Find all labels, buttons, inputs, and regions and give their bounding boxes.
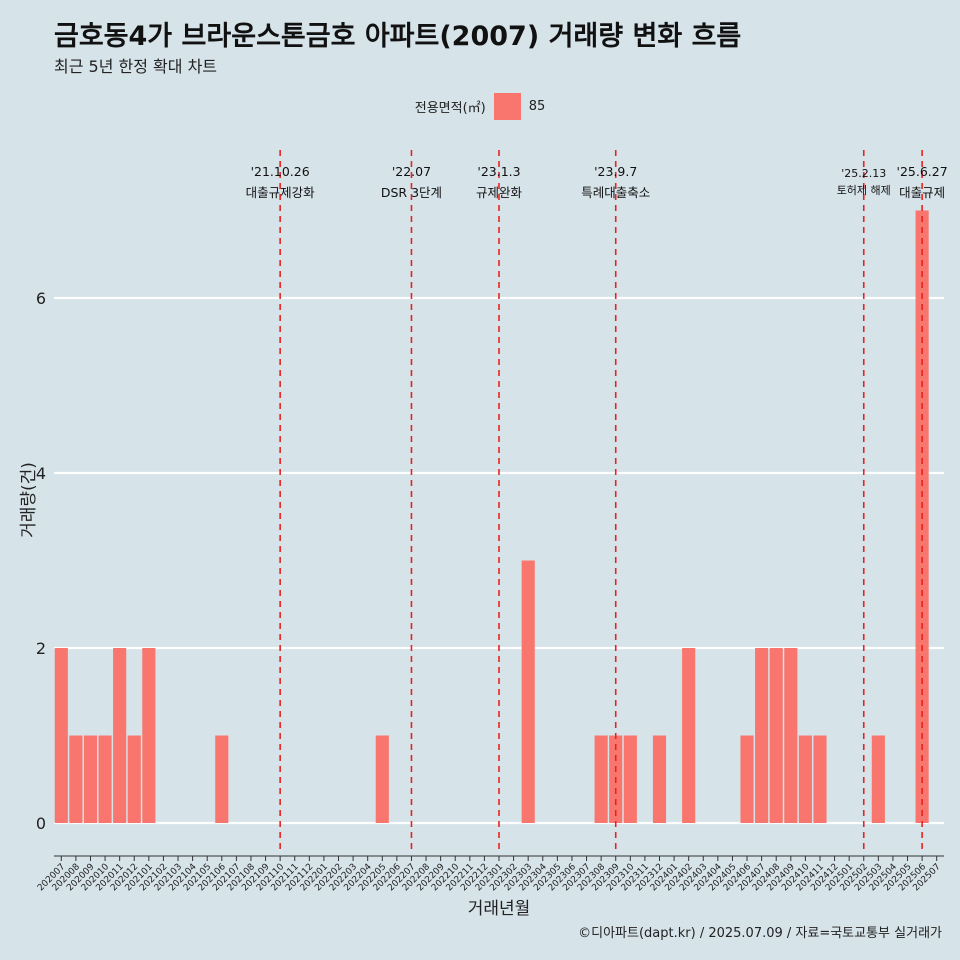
legend-swatch	[493, 93, 521, 120]
y-tick-label: 2	[36, 639, 46, 658]
bar	[755, 648, 769, 823]
bar	[594, 735, 608, 823]
y-tick-label: 4	[36, 464, 46, 483]
event-label: 대출규제	[899, 185, 945, 200]
event-label: 특례대출축소	[581, 185, 650, 200]
bar	[375, 735, 389, 823]
bar	[813, 735, 827, 823]
source-caption: ©디아파트(dapt.kr) / 2025.07.09 / 자료=국토교통부 실…	[578, 926, 942, 941]
chart-subtitle: 최근 5년 한정 확대 차트	[54, 57, 218, 76]
bar	[127, 735, 141, 823]
event-label: DSR 3단계	[381, 185, 442, 200]
event-label: 대출규제강화	[246, 185, 316, 200]
event-date-label: '23.9.7	[594, 164, 637, 179]
legend-item-label: 85	[528, 99, 546, 114]
event-date-label: '22.07	[392, 164, 431, 179]
bar	[83, 735, 98, 823]
bar	[682, 648, 696, 823]
bar	[98, 735, 112, 823]
bar	[521, 560, 535, 823]
event-date-label: '23.1.3	[477, 164, 520, 179]
bar	[652, 735, 667, 823]
y-tick-label: 0	[36, 814, 46, 833]
event-date-label: '25.2.13	[841, 167, 886, 180]
event-date-label: '25.6.27	[897, 164, 948, 179]
bar	[54, 648, 68, 823]
legend-title: 전용면적(㎡)	[414, 101, 486, 116]
event-date-label: '21.10.26	[251, 164, 310, 179]
bar	[69, 735, 83, 823]
event-label: 규제완화	[476, 185, 523, 200]
bar	[798, 735, 812, 823]
bar	[215, 735, 229, 823]
y-tick-label: 6	[36, 289, 46, 308]
event-label: 토허제 해제	[837, 183, 891, 197]
x-axis-title: 거래년월	[468, 899, 531, 919]
bar	[871, 735, 885, 823]
bar	[623, 735, 637, 823]
bar	[740, 735, 754, 823]
bar	[769, 648, 783, 823]
chart-title: 금호동4가 브라운스톤금호 아파트(2007) 거래량 변화 흐름	[54, 21, 742, 52]
y-axis-title: 거래량(건)	[19, 462, 39, 538]
bar	[142, 648, 156, 823]
bar	[784, 648, 798, 823]
legend: 전용면적(㎡) 85	[0, 93, 960, 120]
bar	[113, 648, 127, 823]
